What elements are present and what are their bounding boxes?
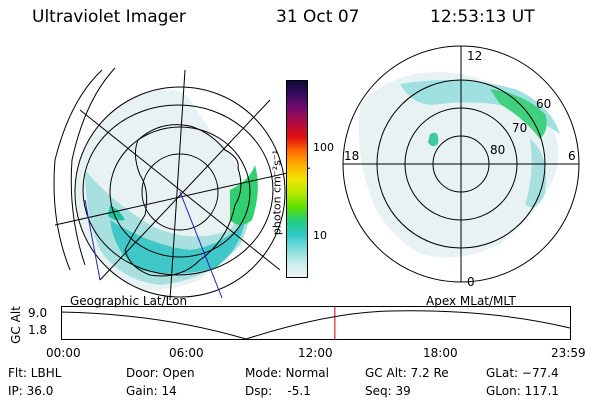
status-gc-alt: GC Alt: 7.2 Re (365, 366, 449, 380)
time-axis-tick-0: 00:00 (46, 346, 81, 360)
status-ip: IP: 36.0 (8, 384, 54, 398)
status-seq: Seq: 39 (365, 384, 411, 398)
time-axis-tick-4: 23:59 (551, 346, 586, 360)
status-glon: GLon: 117.1 (486, 384, 559, 398)
altitude-tick-min: 1.8 (28, 323, 48, 337)
apex-polar-map: 12 18 6 0 60 70 80 (342, 45, 580, 289)
date-label: 31 Oct 07 (276, 7, 360, 27)
mlt-label-0: 0 (467, 275, 475, 289)
altitude-plot (61, 306, 571, 340)
status-glat: GLat: −77.4 (486, 366, 559, 380)
time-axis-tick-2: 12:00 (298, 346, 333, 360)
app-title: Ultraviolet Imager (32, 7, 186, 27)
mlat-label-80: 80 (490, 143, 505, 157)
time-axis-tick-1: 06:00 (169, 346, 204, 360)
mlt-label-6: 6 (568, 149, 576, 163)
colorbar-tick-100: 100 (313, 141, 334, 154)
status-filter: Flt: LBHL (8, 366, 62, 380)
altitude-tick-max: 9.0 (28, 306, 48, 320)
colorbar-unit-label: photon cm⁻²s⁻¹ (270, 149, 284, 236)
geographic-polar-map (53, 67, 310, 300)
time-label: 12:53:13 UT (430, 7, 535, 27)
colorbar (286, 80, 308, 278)
mlat-label-70: 70 (512, 121, 527, 135)
status-door: Door: Open (126, 366, 195, 380)
mlat-label-60: 60 (536, 97, 551, 111)
time-axis-tick-3: 18:00 (423, 346, 458, 360)
mlt-label-12: 12 (467, 49, 482, 63)
status-gain: Gain: 14 (126, 384, 177, 398)
apex-caption: Apex MLat/MLT (426, 294, 516, 308)
mlt-label-18: 18 (344, 149, 359, 163)
status-dsp: Dsp: -5.1 (245, 384, 311, 398)
colorbar-gradient (287, 81, 307, 277)
altitude-ylabel: GC Alt (9, 306, 23, 344)
geographic-caption: Geographic Lat/Lon (70, 294, 188, 308)
colorbar-tick-10: 10 (313, 229, 327, 242)
status-mode: Mode: Normal (245, 366, 329, 380)
